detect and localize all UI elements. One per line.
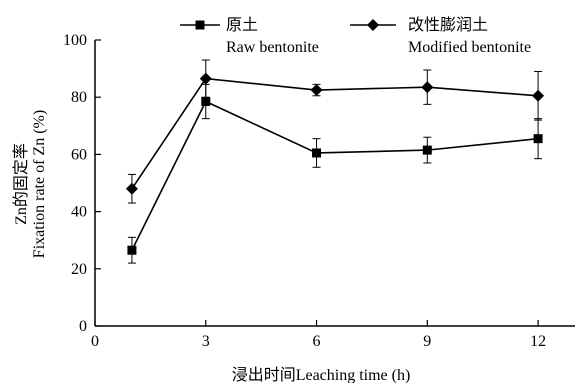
legend-item-raw: 原土 Raw bentonite [180,16,319,56]
y-tick-label: 40 [71,204,87,221]
data-point-raw [533,134,543,144]
data-point-modified [532,89,545,102]
y-tick-label: 60 [71,146,87,163]
x-tick-label: 6 [313,333,321,350]
series-raw [127,83,543,264]
y-tick-label: 20 [71,261,87,278]
x-tick-label: 12 [530,333,546,350]
y-axis-label-en: Fixation rate of Zn (%) [31,110,48,258]
x-tick-label: 3 [202,333,210,350]
x-axis-label: 浸出时间Leaching time (h) [232,366,411,383]
data-point-raw [312,148,322,158]
data-point-modified [421,81,434,94]
series-line-modified [131,77,539,190]
legend-label-en: Modified bentonite [408,39,531,56]
y-tick-label: 0 [79,318,87,335]
legend-marker-raw [195,20,205,30]
legend-label-cn: 原土 [226,16,258,34]
legend-label-cn: 改性膨润土 [408,16,488,34]
series-layer [125,59,545,264]
data-point-modified [125,182,138,195]
x-tick-label: 0 [91,333,99,350]
ticks: 0 20 40 60 80 100 0 3 6 9 12 [63,32,546,350]
y-tick-label: 100 [63,32,87,49]
data-point-modified [310,84,323,97]
x-tick-label: 9 [423,333,431,350]
legend-marker-modified [367,19,379,31]
axes [94,40,575,327]
data-point-modified [199,72,212,85]
legend-item-modified: 改性膨润土 Modified bentonite [350,16,531,56]
y-axis-label-cn: Zn的固定率 [12,143,30,225]
y-tick-label: 80 [71,89,87,106]
series-modified [125,59,545,204]
data-point-raw [422,145,432,155]
data-point-raw [201,96,211,106]
legend-label-en: Raw bentonite [226,39,319,56]
legend: 原土 Raw bentonite 改性膨润土 Modified bentonite [180,16,531,56]
series-line-raw [131,100,539,251]
data-point-raw [127,245,137,255]
